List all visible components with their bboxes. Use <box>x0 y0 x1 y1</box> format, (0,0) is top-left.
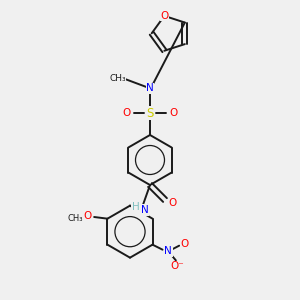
Text: O: O <box>168 198 176 208</box>
Text: CH₃: CH₃ <box>68 214 83 223</box>
Text: N: N <box>141 205 148 215</box>
Text: O: O <box>180 239 188 249</box>
Text: O: O <box>83 211 92 221</box>
Text: N: N <box>146 83 154 93</box>
Text: O⁻: O⁻ <box>171 261 184 271</box>
Text: N: N <box>164 246 172 256</box>
Text: O: O <box>122 108 131 118</box>
Text: O: O <box>169 108 178 118</box>
Text: S: S <box>146 107 154 120</box>
Text: CH₃: CH₃ <box>110 74 126 82</box>
Text: H: H <box>132 202 140 212</box>
Text: O: O <box>160 11 169 21</box>
